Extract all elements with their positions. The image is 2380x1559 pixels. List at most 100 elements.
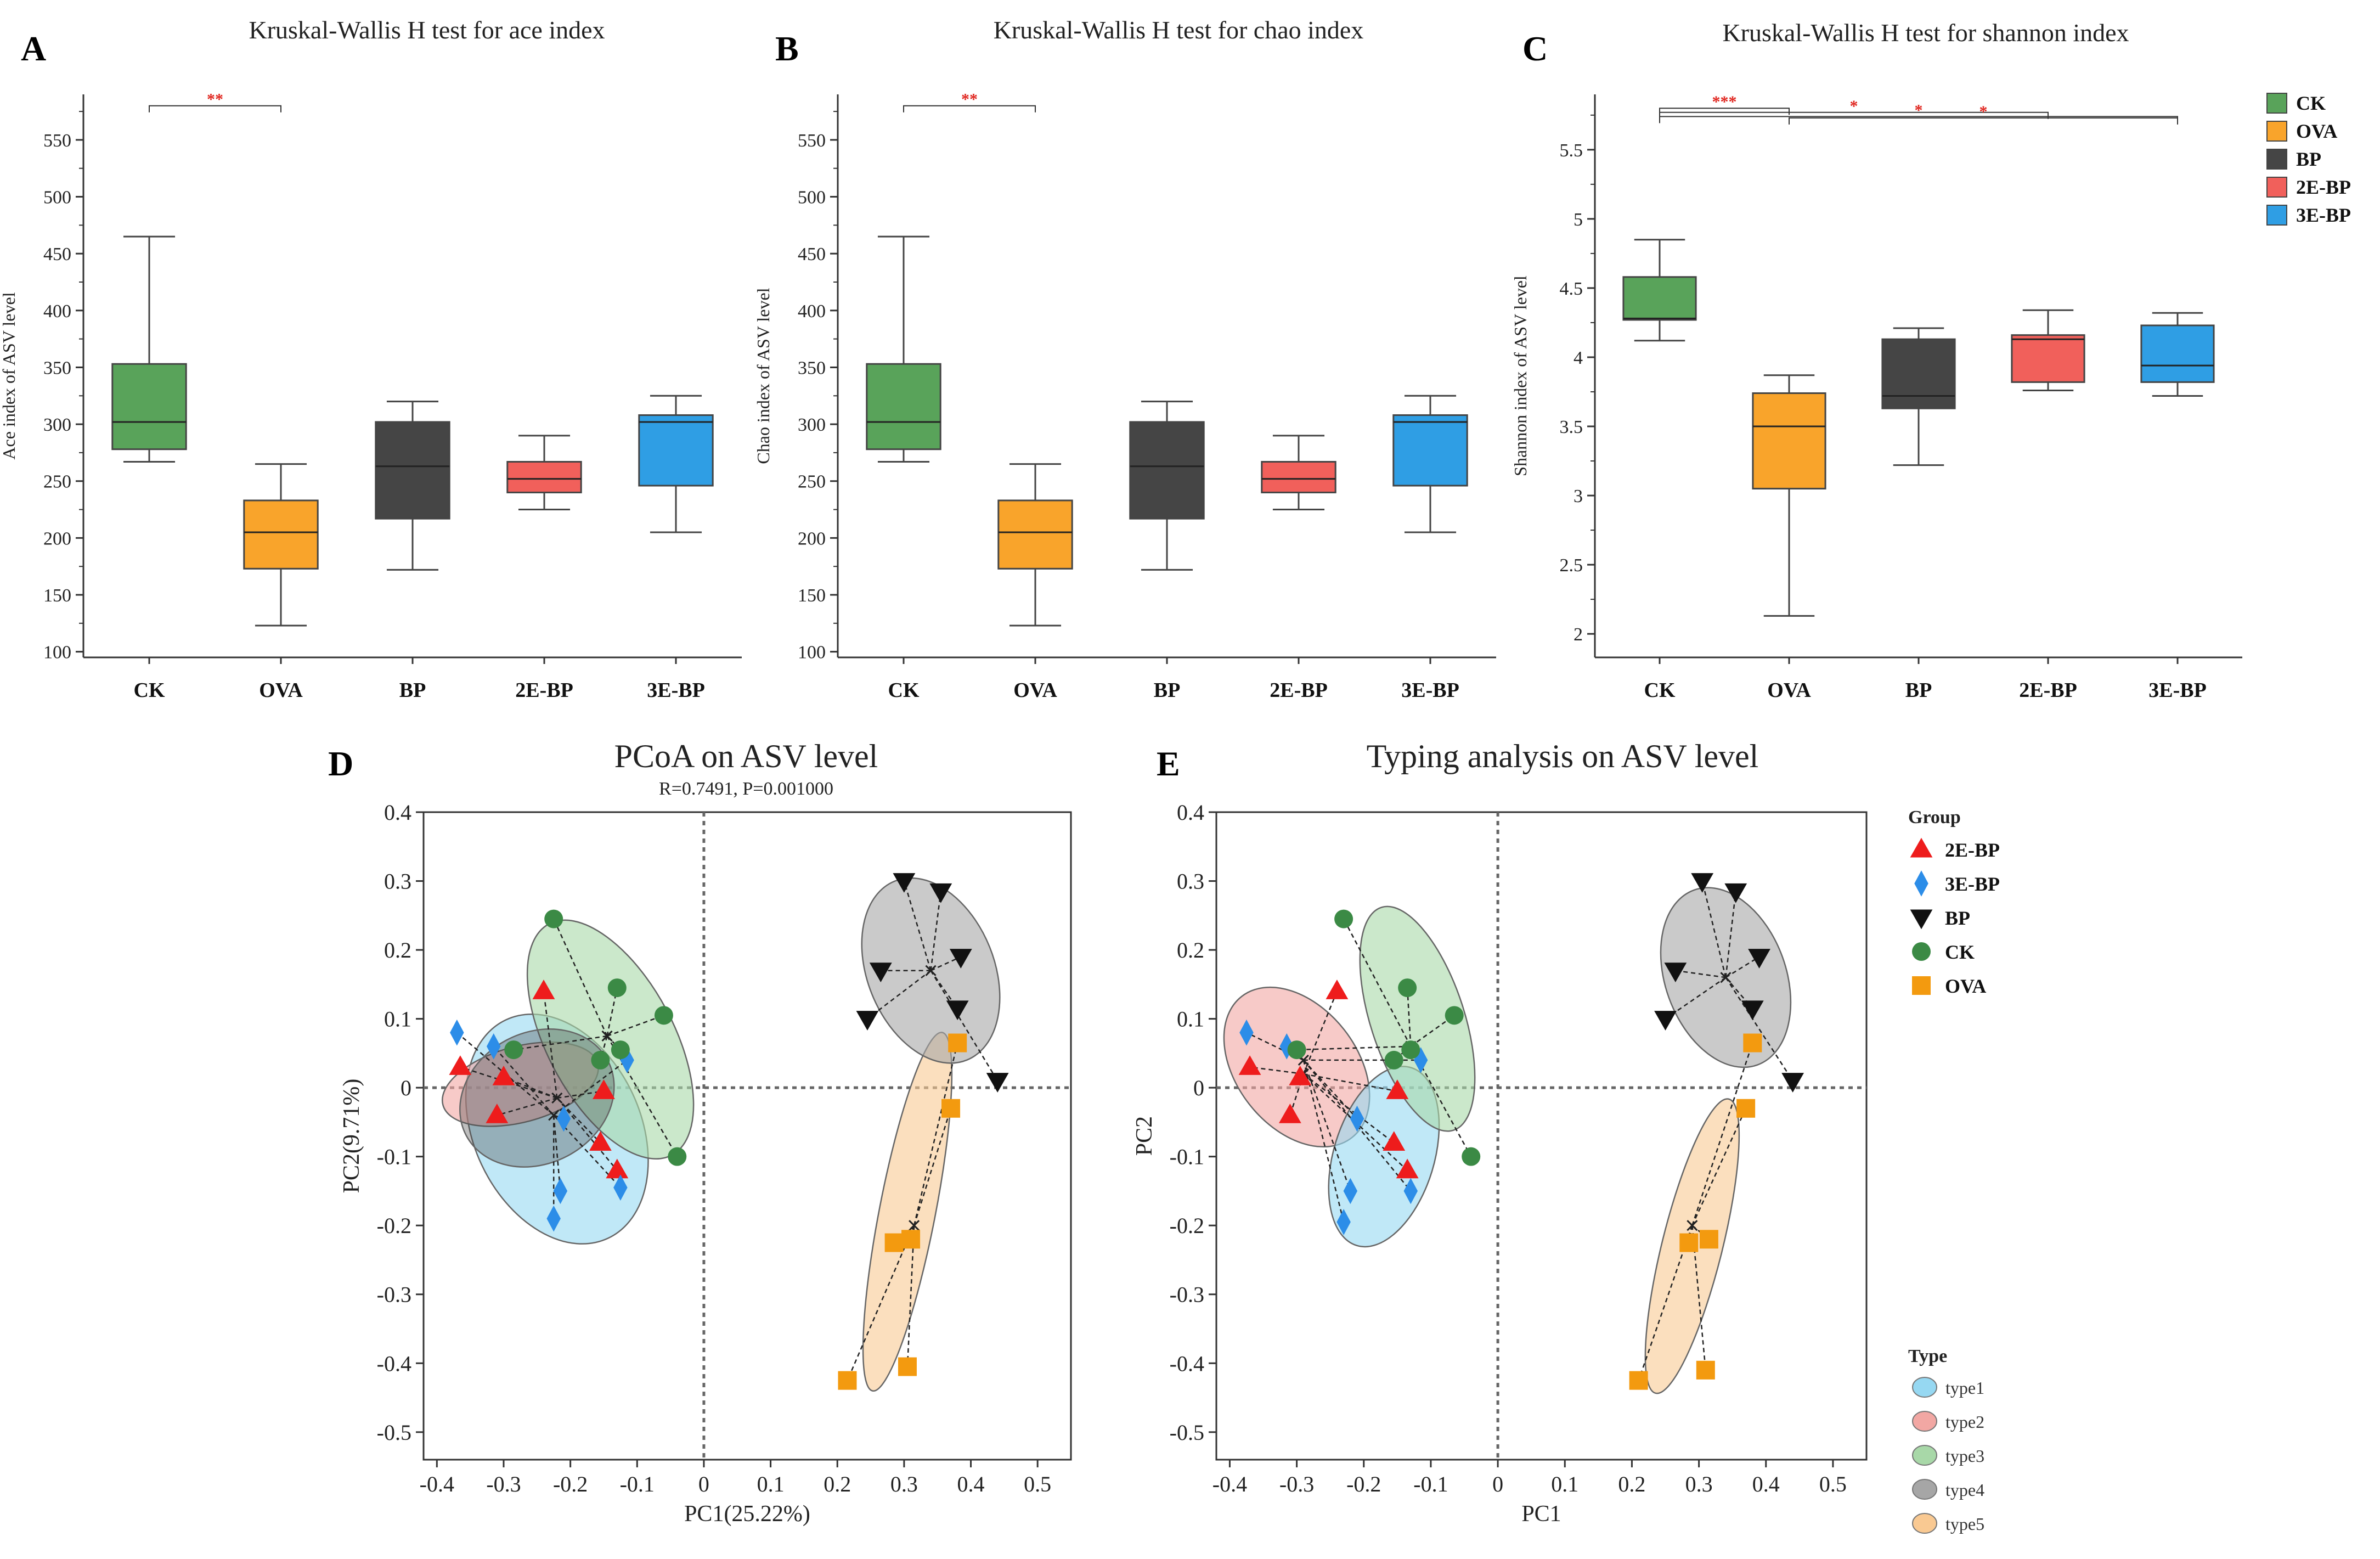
box-body bbox=[111, 363, 187, 451]
box-chart-B: Kruskal-Wallis H test for chao index 100 1… bbox=[753, 16, 1496, 702]
spoke-line bbox=[1303, 1073, 1395, 1144]
x-tick-label: CK bbox=[134, 679, 165, 702]
bracket-line bbox=[903, 105, 1036, 112]
spokes-OVA bbox=[847, 1043, 958, 1381]
legend-ellipse-swatch bbox=[1912, 1377, 1937, 1398]
spoke-line bbox=[903, 881, 932, 971]
point-triangle-down bbox=[1691, 873, 1714, 893]
legend-swatch bbox=[2266, 149, 2287, 170]
spoke-line bbox=[607, 1015, 664, 1037]
spoke-line bbox=[906, 1225, 915, 1367]
point-diamond bbox=[1239, 1019, 1254, 1046]
x-tick-label: -0.4 bbox=[420, 1472, 454, 1496]
x-tick-label: 3E-BP bbox=[647, 679, 705, 702]
point-triangle-down bbox=[893, 873, 916, 893]
x-tick-label: -0.2 bbox=[1346, 1472, 1381, 1496]
legend-swatch bbox=[2266, 93, 2287, 114]
group-marker-legend: Group 2E-BP 3E-BP BP CK OVA bbox=[1908, 807, 2000, 997]
spoke-line bbox=[1410, 1046, 1472, 1157]
point-triangle-down bbox=[1724, 883, 1747, 903]
y-axis-label: Chao index of ASV level bbox=[753, 288, 773, 464]
significance-stars: *** bbox=[1712, 93, 1737, 111]
y-tick-label: 100 bbox=[43, 643, 71, 663]
x-axis-label: PC1(25.22%) bbox=[684, 1501, 810, 1527]
point-triangle bbox=[492, 1066, 515, 1085]
spoke-line bbox=[600, 1035, 608, 1061]
x-tick-label: BP bbox=[1905, 679, 1932, 702]
x-tick-label: 2E-BP bbox=[2019, 679, 2077, 702]
y-axis-label: Ace index of ASV level bbox=[0, 292, 19, 459]
spoke-line bbox=[1296, 1045, 1411, 1051]
box-BP bbox=[1129, 401, 1205, 571]
x-tick-label: OVA bbox=[1013, 679, 1057, 702]
y-tick-label: 550 bbox=[43, 131, 71, 151]
significance-bracket: ** bbox=[149, 91, 281, 112]
point-circle bbox=[654, 1006, 673, 1025]
point-circle bbox=[504, 1040, 523, 1060]
y-tick-label: 250 bbox=[43, 472, 71, 492]
point-triangle-down bbox=[1664, 963, 1687, 982]
x-tick-label: -0.4 bbox=[1212, 1472, 1247, 1496]
x-tick-label: 0.4 bbox=[957, 1472, 985, 1496]
legend-label: type5 bbox=[1945, 1514, 1984, 1534]
spoke-line bbox=[1691, 1108, 1747, 1226]
x-tick-label: 0.3 bbox=[890, 1472, 918, 1496]
y-tick-label: 450 bbox=[798, 244, 826, 264]
point-square bbox=[838, 1371, 857, 1390]
chart-title: PCoA on ASV level bbox=[614, 738, 878, 774]
point-triangle bbox=[1383, 1131, 1406, 1151]
centroid-mark bbox=[1720, 972, 1732, 983]
spoke-line bbox=[553, 919, 608, 1037]
point-circle bbox=[1384, 1050, 1403, 1070]
spoke-line bbox=[1406, 988, 1412, 1046]
spokes-2E-BP bbox=[460, 991, 618, 1171]
panel-letter-B: B bbox=[775, 29, 799, 68]
spoke-line bbox=[930, 891, 942, 971]
y-tick-label: 200 bbox=[798, 528, 826, 549]
point-circle bbox=[1462, 1147, 1481, 1166]
legend-label: 2E-BP bbox=[1945, 839, 2000, 861]
centroid-mark bbox=[551, 1092, 563, 1104]
legend-title: Type bbox=[1908, 1346, 1947, 1366]
point-triangle bbox=[1386, 1079, 1409, 1099]
point-triangle bbox=[486, 1104, 509, 1123]
spoke-line bbox=[930, 956, 961, 971]
x-tick-label: OVA bbox=[1767, 679, 1811, 702]
spoke-line bbox=[1303, 1073, 1398, 1092]
y-tick-label: 150 bbox=[798, 586, 826, 606]
significance-stars: * bbox=[1850, 97, 1858, 115]
box-CK bbox=[866, 235, 941, 463]
point-square bbox=[901, 1230, 921, 1249]
x-tick-label: CK bbox=[888, 679, 920, 702]
group-color-legend: CK OVA BP 2E-BP 3E-BP bbox=[2266, 92, 2351, 226]
legend-label: 3E-BP bbox=[2296, 204, 2351, 226]
legend-label: CK bbox=[1945, 941, 1975, 963]
spoke-line bbox=[1249, 1066, 1304, 1075]
point-triangle-down bbox=[1654, 1011, 1677, 1031]
point-triangle bbox=[1289, 1066, 1312, 1085]
y-tick-label: -0.1 bbox=[1170, 1145, 1204, 1169]
chart-title: Typing analysis on ASV level bbox=[1367, 738, 1759, 774]
significance-bracket: *** bbox=[1659, 93, 1790, 115]
x-tick-label: -0.3 bbox=[1279, 1472, 1314, 1496]
x-tick-label: 2E-BP bbox=[1270, 679, 1328, 702]
y-tick-label: 150 bbox=[43, 586, 71, 606]
scatter-chart-E: Typing analysis on ASV level -0.4 -0.3 -0.2… bbox=[1132, 738, 1868, 1527]
significance-bracket: * bbox=[1789, 103, 2178, 125]
y-tick-label: 5 bbox=[1573, 210, 1583, 230]
series-CK bbox=[504, 909, 687, 1166]
spoke-line bbox=[514, 1035, 607, 1051]
legend-swatch bbox=[2266, 205, 2287, 226]
x-tick-label: CK bbox=[1644, 679, 1676, 702]
point-diamond bbox=[486, 1033, 501, 1060]
x-tick-label: 0.5 bbox=[1024, 1472, 1051, 1496]
point-triangle bbox=[1278, 1104, 1301, 1123]
chart-title: Kruskal-Wallis H test for ace index bbox=[249, 16, 605, 44]
box-body bbox=[375, 421, 450, 520]
y-tick-label: 0 bbox=[1193, 1076, 1204, 1100]
point-circle bbox=[668, 1147, 687, 1166]
y-tick-label: 0.3 bbox=[384, 869, 411, 894]
point-circle bbox=[544, 909, 563, 928]
bracket-line bbox=[1659, 108, 1790, 115]
x-tick-label: 0.5 bbox=[1819, 1472, 1847, 1496]
